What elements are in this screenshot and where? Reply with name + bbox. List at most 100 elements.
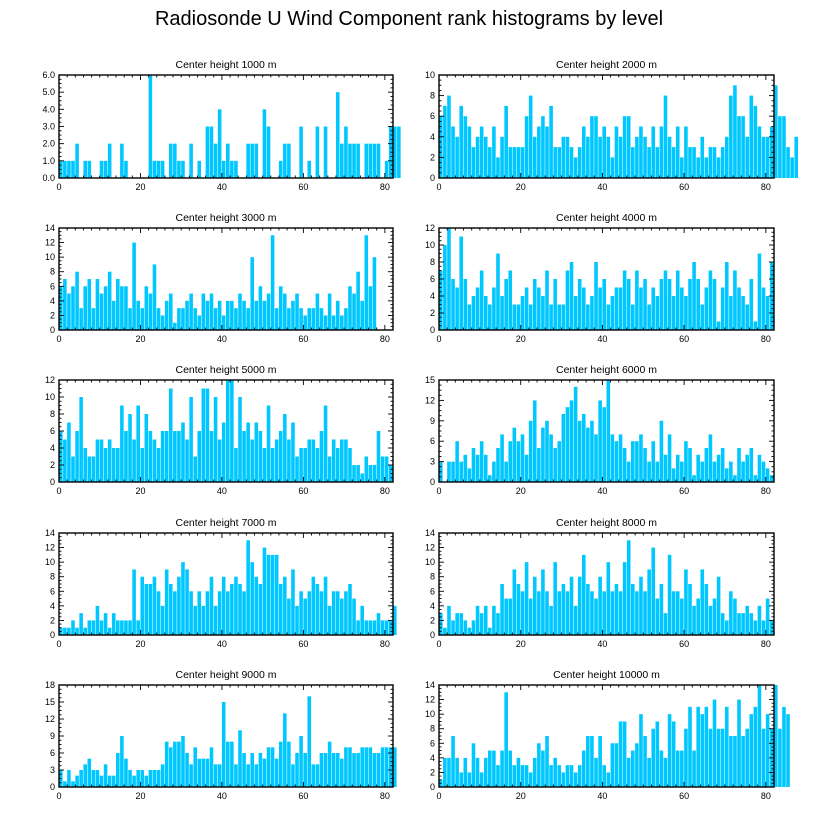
histogram-bar: [704, 157, 709, 178]
histogram-bar: [99, 620, 104, 635]
y-tick-label: 4: [430, 291, 435, 301]
y-tick-label: 12: [45, 543, 55, 553]
histogram-bar: [496, 253, 500, 330]
histogram-bar: [242, 431, 246, 482]
histogram-bar: [209, 293, 214, 330]
histogram-bar: [651, 287, 656, 330]
histogram-bar: [254, 764, 259, 787]
histogram-bar: [745, 728, 749, 787]
histogram-bar: [356, 271, 360, 330]
histogram-bar: [128, 770, 132, 787]
histogram-bar: [463, 116, 468, 178]
histogram-bar: [724, 136, 729, 178]
histogram-bar: [340, 598, 344, 635]
histogram-bar: [500, 584, 504, 635]
histogram-bar: [557, 304, 562, 330]
histogram-bar: [479, 270, 484, 330]
y-tick-label: 6: [50, 586, 55, 596]
histogram-bar: [500, 434, 504, 482]
histogram-bar: [156, 308, 161, 330]
histogram-bar: [520, 296, 525, 330]
histogram-bar: [189, 764, 193, 787]
histogram-bar: [729, 591, 733, 635]
histogram-bar: [177, 576, 181, 635]
histogram-bar: [590, 591, 594, 635]
y-tick-label: 0: [430, 173, 435, 183]
histogram-bar: [356, 465, 360, 482]
histogram-bar: [234, 448, 238, 482]
histogram-bar: [352, 465, 356, 482]
histogram-bar: [647, 569, 651, 635]
histogram-bar: [651, 441, 656, 482]
histogram-bar: [360, 473, 364, 482]
x-tick-label: 0: [56, 486, 61, 496]
histogram-bar: [83, 286, 88, 330]
histogram-bar: [614, 441, 619, 482]
histogram-bar: [606, 304, 611, 330]
histogram-bar: [557, 441, 562, 482]
histogram-bar: [704, 706, 709, 787]
histogram-bar: [205, 300, 210, 330]
histogram-bar: [185, 300, 189, 330]
histogram-bar: [75, 627, 79, 635]
x-tick-label: 80: [380, 182, 390, 192]
histogram-bar: [152, 264, 157, 330]
y-tick-label: 10: [45, 252, 55, 262]
y-tick-label: 10: [425, 557, 435, 567]
histogram-bar: [71, 456, 75, 482]
x-tick-label: 40: [217, 334, 227, 344]
histogram-bar: [238, 730, 242, 787]
histogram-panel: Center height 1000 m 0 20 40 60 80 0.0 1.0 2.0 3.…: [42, 59, 401, 192]
histogram-bar: [618, 434, 623, 482]
y-tick-label: 3: [50, 765, 55, 775]
histogram-bar: [274, 308, 279, 330]
histogram-bar: [132, 439, 136, 482]
histogram-panel: Center height 6000 m 0 20 40 60 80 0 3 6 9 12 15: [425, 364, 775, 496]
x-tick-label: 20: [135, 334, 145, 344]
histogram-bar: [283, 143, 287, 178]
histogram-bar: [217, 764, 222, 787]
histogram-bar: [136, 300, 140, 330]
histogram-bar: [295, 605, 299, 635]
histogram-bar: [242, 753, 246, 787]
histogram-bar: [765, 296, 770, 330]
y-tick-label: 4: [50, 296, 55, 306]
histogram-bar: [168, 293, 173, 330]
histogram-bar: [516, 304, 521, 330]
histogram-bar: [364, 620, 369, 635]
histogram-bar: [71, 781, 75, 787]
histogram-bar: [704, 448, 709, 482]
histogram-bar: [704, 287, 709, 330]
histogram-bar: [626, 757, 631, 787]
histogram-bar: [283, 713, 287, 787]
histogram-bar: [221, 315, 226, 330]
histogram-bar: [372, 465, 377, 482]
histogram-bar: [786, 714, 790, 787]
y-tick-label: 2: [430, 767, 435, 777]
histogram-bar: [500, 136, 504, 178]
histogram-bar: [295, 293, 299, 330]
histogram-bar: [516, 584, 521, 635]
histogram-bar: [720, 147, 725, 178]
histogram-bar: [103, 160, 108, 178]
y-tick-label: 2: [50, 460, 55, 470]
histogram-bar: [720, 287, 725, 330]
histogram-bar: [684, 296, 688, 330]
histogram-bar: [659, 584, 664, 635]
histogram-bar: [749, 613, 754, 635]
histogram-bar: [116, 279, 120, 330]
y-tick-label: 0: [430, 782, 435, 792]
x-tick-label: 40: [217, 639, 227, 649]
histogram-bar: [479, 613, 484, 635]
histogram-bar: [774, 685, 778, 787]
histogram-bar: [463, 757, 468, 787]
histogram-bar: [254, 576, 259, 635]
histogram-bar: [103, 286, 108, 330]
histogram-bar: [475, 605, 480, 635]
histogram-bar: [508, 147, 513, 178]
histogram-bar: [737, 287, 741, 330]
histogram-bar: [557, 147, 562, 178]
histogram-bar: [209, 576, 214, 635]
histogram-bar: [87, 160, 92, 178]
histogram-bar: [532, 757, 537, 787]
